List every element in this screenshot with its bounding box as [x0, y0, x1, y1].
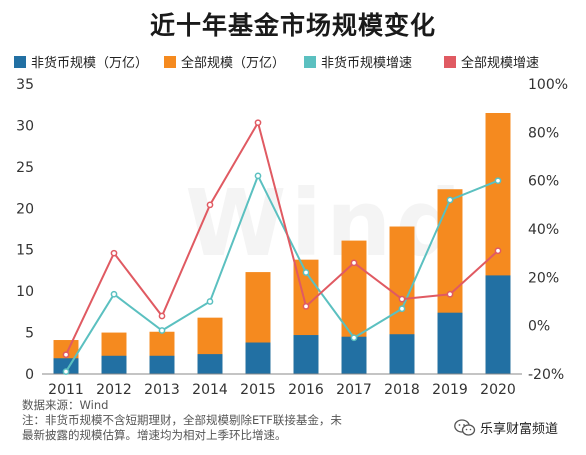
series-point	[206, 298, 214, 305]
series-point	[254, 172, 262, 180]
series-point	[62, 351, 70, 359]
y-right-tick-label: -20%	[528, 367, 564, 383]
x-tick-label: 2013	[144, 382, 180, 398]
y-left-tick-label: 25	[16, 160, 34, 176]
y-right-tick-label: 0%	[528, 319, 550, 335]
legend-item-total-size: 全部规模（万亿）	[164, 52, 285, 71]
y-left-tick-label: 10	[16, 284, 34, 300]
legend-item-nonmoney-growth: 非货币规模增速	[304, 52, 412, 71]
series-line	[65, 120, 499, 356]
x-tick-label: 2015	[240, 382, 276, 398]
series-point	[350, 334, 358, 342]
bar-nonmoney-size	[293, 335, 319, 374]
y-right-tick-label: 60%	[528, 174, 559, 190]
legend-swatch	[304, 55, 316, 68]
bar-nonmoney-size	[341, 336, 367, 374]
y-left-tick-label: 0	[25, 367, 34, 383]
y-left-tick-label: 20	[16, 201, 34, 217]
bar-nonmoney-size	[245, 342, 271, 374]
series-point	[398, 295, 406, 303]
channel-badge: 乐享财富频道	[450, 416, 563, 439]
series-point	[398, 305, 406, 313]
legend-label: 非货币规模增速	[321, 56, 413, 71]
series-point	[254, 119, 262, 127]
bar-nonmoney-size	[197, 354, 223, 374]
x-tick-label: 2012	[96, 382, 132, 398]
x-tick-label: 2019	[432, 382, 468, 398]
y-right-tick-label: 80%	[528, 125, 559, 141]
series-point	[158, 312, 166, 320]
chart-title: 近十年基金市场规模变化	[149, 11, 436, 40]
legend-label: 全部规模（万亿）	[181, 56, 286, 71]
x-tick-label: 2014	[192, 382, 228, 398]
x-tick-label: 2020	[480, 382, 516, 398]
x-tick-label: 2018	[384, 382, 420, 398]
legend: 非货币规模（万亿） 全部规模（万亿） 非货币规模增速 全部规模增速	[14, 52, 586, 72]
notes: 数据来源：Wind 注：非货币规模不含短期理财，全部规模剔除ETF联接基金，未 …	[22, 398, 542, 443]
legend-item-nonmoney-size: 非货币规模（万亿）	[14, 52, 148, 71]
bar-nonmoney-size	[149, 355, 175, 374]
bar-nonmoney-size	[437, 312, 463, 374]
note-line-1: 注：非货币规模不含短期理财，全部规模剔除ETF联接基金，未	[22, 413, 342, 427]
y-right-tick-label: 100%	[528, 77, 568, 93]
legend-label: 非货币规模（万亿）	[31, 56, 149, 71]
series-point	[446, 290, 454, 298]
source-note: 数据来源：Wind	[22, 398, 109, 412]
watermark: Wind	[185, 170, 465, 277]
series-point	[158, 327, 166, 334]
legend-swatch	[14, 55, 26, 68]
badge-text: 乐享财富频道	[480, 422, 559, 437]
series-point	[62, 368, 70, 375]
series-point	[110, 290, 118, 298]
y-right-tick-label: 20%	[528, 270, 559, 286]
series-point	[446, 196, 454, 204]
y-left-tick-label: 15	[16, 243, 34, 259]
bar-nonmoney-size	[485, 275, 511, 374]
series-point	[494, 177, 502, 185]
legend-item-total-growth: 全部规模增速	[444, 52, 539, 71]
bar-nonmoney-size	[101, 355, 127, 374]
series-point	[110, 249, 118, 257]
y-left-tick-label: 5	[25, 326, 34, 342]
x-tick-label: 2016	[288, 382, 324, 398]
y-left-tick-label: 35	[16, 77, 34, 93]
y-right-tick-label: 40%	[528, 222, 559, 238]
series-point	[302, 302, 310, 310]
series-point	[206, 201, 214, 209]
x-tick-label: 2011	[48, 382, 84, 398]
bar-nonmoney-size	[389, 334, 415, 374]
x-tick-label: 2017	[336, 382, 372, 398]
legend-swatch	[164, 55, 176, 68]
y-left-tick-label: 30	[16, 118, 34, 134]
series-point	[350, 259, 358, 267]
legend-label: 全部规模增速	[461, 56, 540, 71]
series-point	[494, 247, 502, 255]
wechat-icon	[454, 418, 476, 436]
series-point	[302, 269, 310, 276]
note-line-2: 最新披露的规模估算。增速均为相对上季环比增速。	[22, 428, 287, 442]
series-line	[65, 173, 499, 373]
legend-swatch	[444, 55, 456, 68]
